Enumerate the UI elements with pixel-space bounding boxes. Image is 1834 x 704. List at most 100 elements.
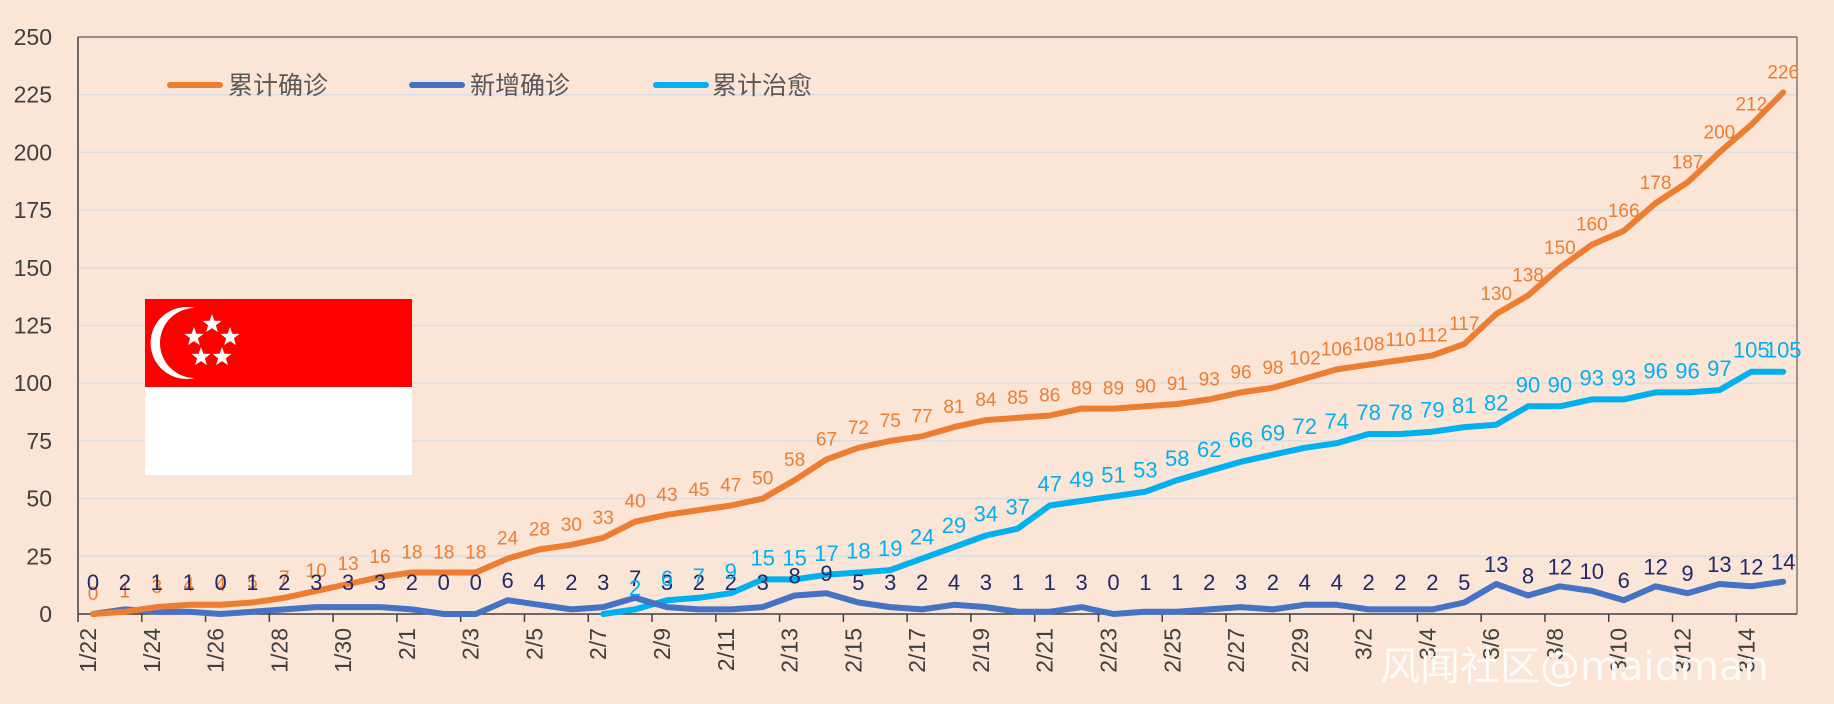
data-label-total-confirmed: 178 xyxy=(1640,173,1672,194)
data-label-total-confirmed: 93 xyxy=(1199,369,1220,390)
data-label-total-confirmed: 138 xyxy=(1512,266,1544,287)
y-tick-label: 175 xyxy=(14,197,52,223)
legend-label-total-confirmed: 累计确诊 xyxy=(228,71,328,100)
data-label-total-confirmed: 150 xyxy=(1544,238,1576,259)
data-label-total-cured: 2 xyxy=(629,575,641,600)
data-label-new-confirmed: 3 xyxy=(342,570,354,595)
x-tick-label: 3/2 xyxy=(1351,628,1377,660)
data-label-total-cured: 78 xyxy=(1356,400,1380,425)
data-label-total-cured: 96 xyxy=(1675,358,1699,383)
data-label-total-cured: 19 xyxy=(878,536,902,561)
data-label-total-cured: 96 xyxy=(1643,358,1667,383)
data-label-new-confirmed: 0 xyxy=(214,570,226,595)
data-label-total-confirmed: 33 xyxy=(593,508,614,529)
series-line-new-confirmed xyxy=(90,578,1787,617)
data-label-total-cured: 24 xyxy=(910,525,934,550)
singapore-flag xyxy=(145,299,412,475)
data-label-total-confirmed: 1 xyxy=(120,582,131,603)
data-label-total-confirmed: 112 xyxy=(1417,326,1447,347)
data-label-total-confirmed: 4 xyxy=(215,575,226,596)
data-label-total-confirmed: 86 xyxy=(1039,386,1060,407)
data-label-new-confirmed: 14 xyxy=(1771,550,1795,575)
data-label-total-cured: 29 xyxy=(942,513,966,538)
data-label-new-confirmed: 10 xyxy=(1580,559,1604,584)
data-label-total-confirmed: 40 xyxy=(625,492,646,513)
series-line-total-cured xyxy=(600,368,1787,617)
data-label-new-confirmed: 8 xyxy=(1522,564,1534,589)
data-label-total-cured: 15 xyxy=(782,545,806,570)
data-label-total-confirmed: 110 xyxy=(1385,330,1415,351)
data-label-total-cured: 62 xyxy=(1197,437,1221,462)
data-label-total-cured: 97 xyxy=(1707,356,1731,381)
x-tick-label: 2/19 xyxy=(968,628,994,673)
data-label-new-confirmed: 3 xyxy=(1075,570,1087,595)
data-label-total-confirmed: 50 xyxy=(752,469,773,490)
x-tick-label: 1/22 xyxy=(75,628,101,673)
data-label-total-confirmed: 3 xyxy=(152,577,163,598)
x-tick-label: 3/10 xyxy=(1606,628,1632,673)
data-label-new-confirmed: 2 xyxy=(1267,570,1279,595)
data-label-total-confirmed: 18 xyxy=(465,543,486,564)
x-tick-label: 2/5 xyxy=(521,628,547,660)
x-tick-label: 2/25 xyxy=(1159,628,1185,673)
data-label-total-cured: 74 xyxy=(1324,409,1348,434)
data-label-total-confirmed: 160 xyxy=(1576,215,1608,236)
data-label-total-confirmed: 106 xyxy=(1321,339,1353,360)
data-label-new-confirmed: 2 xyxy=(1362,570,1374,595)
x-tick-label: 1/26 xyxy=(203,628,229,673)
data-label-total-cured: 15 xyxy=(750,545,774,570)
data-label-total-cured: 105 xyxy=(1765,338,1802,363)
data-label-new-confirmed: 13 xyxy=(1484,552,1508,577)
data-label-new-confirmed: 1 xyxy=(183,570,195,595)
data-label-total-confirmed: 58 xyxy=(784,450,805,471)
data-label-total-confirmed: 5 xyxy=(247,573,258,594)
x-tick-label: 1/28 xyxy=(266,628,292,673)
data-label-new-confirmed: 2 xyxy=(1203,570,1215,595)
data-label-new-confirmed: 1 xyxy=(151,570,163,595)
data-label-total-confirmed: 89 xyxy=(1071,379,1092,400)
x-tick-label: 3/8 xyxy=(1542,628,1568,660)
data-label-new-confirmed: 2 xyxy=(278,570,290,595)
data-label-total-cured: 79 xyxy=(1420,398,1444,423)
data-label-total-cured: 6 xyxy=(661,566,673,591)
x-tick-label: 3/4 xyxy=(1414,628,1440,660)
y-tick-label: 0 xyxy=(39,601,52,627)
data-label-total-confirmed: 108 xyxy=(1353,335,1385,356)
data-label-total-cured: 53 xyxy=(1133,458,1157,483)
data-label-new-confirmed: 2 xyxy=(725,570,737,595)
data-label-new-confirmed: 4 xyxy=(1331,570,1343,595)
data-label-new-confirmed: 6 xyxy=(1618,568,1630,593)
data-label-new-confirmed: 0 xyxy=(470,570,482,595)
data-label-total-confirmed: 13 xyxy=(338,554,359,575)
data-label-new-confirmed: 8 xyxy=(788,564,800,589)
data-label-new-confirmed: 1 xyxy=(246,570,258,595)
data-label-new-confirmed: 3 xyxy=(661,570,673,595)
data-label-total-confirmed: 18 xyxy=(401,543,422,564)
data-label-total-cured: 37 xyxy=(1006,495,1030,520)
data-label-new-confirmed: 1 xyxy=(1044,570,1056,595)
data-label-new-confirmed: 9 xyxy=(1681,561,1693,586)
x-tick-label: 2/3 xyxy=(458,628,484,660)
x-tick-label: 2/1 xyxy=(394,628,420,660)
data-label-total-confirmed: 67 xyxy=(816,429,837,450)
data-label-total-cured: 18 xyxy=(846,539,870,564)
data-label-total-cured: 58 xyxy=(1165,446,1189,471)
data-label-new-confirmed: 1 xyxy=(1012,570,1024,595)
data-label-total-cured: 78 xyxy=(1388,400,1412,425)
data-label-total-cured: 81 xyxy=(1452,393,1476,418)
series-line-total-confirmed xyxy=(90,89,1787,617)
data-label-total-confirmed: 7 xyxy=(279,568,290,589)
x-tick-label: 2/7 xyxy=(585,628,611,660)
x-tick-label: 2/17 xyxy=(904,628,930,673)
data-label-new-confirmed: 5 xyxy=(1458,570,1470,595)
data-label-total-confirmed: 47 xyxy=(720,476,741,497)
data-label-total-confirmed: 85 xyxy=(1007,388,1028,409)
x-tick-label: 2/13 xyxy=(777,628,803,673)
stars-icon xyxy=(184,314,240,366)
data-label-new-confirmed: 13 xyxy=(1707,552,1731,577)
data-label-total-cured: 90 xyxy=(1516,372,1540,397)
data-label-total-confirmed: 187 xyxy=(1672,152,1704,173)
data-label-new-confirmed: 4 xyxy=(533,570,545,595)
x-tick-label: 1/30 xyxy=(330,628,356,673)
